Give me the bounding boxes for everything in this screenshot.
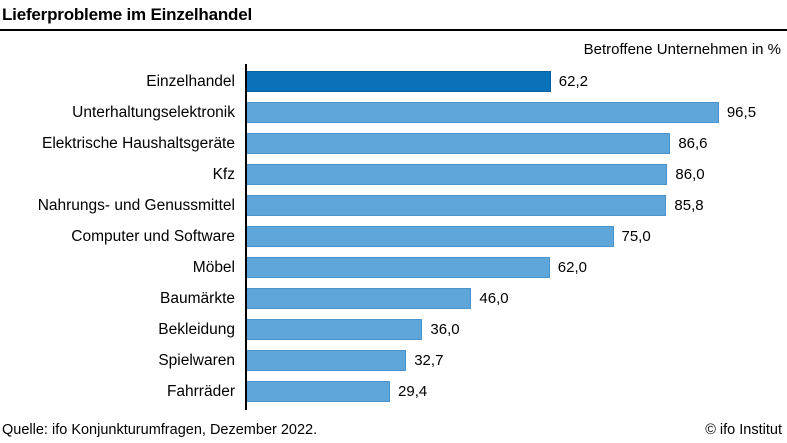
- chart-row: Spielwaren 32,7: [0, 345, 787, 376]
- bar: [246, 195, 667, 216]
- category-label: Unterhaltungselektronik: [72, 103, 235, 121]
- bar: [246, 381, 391, 402]
- category-label: Möbel: [192, 258, 235, 276]
- bar: [246, 102, 719, 123]
- value-label: 32,7: [414, 352, 444, 369]
- chart-row: Computer und Software 75,0: [0, 221, 787, 252]
- value-label: 36,0: [430, 321, 460, 338]
- category-label: Spielwaren: [158, 351, 235, 369]
- bar: [246, 319, 423, 340]
- bar-area: 32,7: [245, 345, 787, 376]
- bar: [246, 71, 551, 92]
- chart-row: Elektrische Haushaltsgeräte 86,6: [0, 128, 787, 159]
- chart-footer: Quelle: ifo Konjunkturumfragen, Dezember…: [2, 421, 782, 439]
- category-label: Fahrräder: [166, 382, 235, 400]
- bar-area: 62,0: [245, 252, 787, 283]
- value-label: 46,0: [479, 290, 509, 307]
- value-label: 62,0: [557, 259, 587, 276]
- value-label: 29,4: [398, 383, 428, 400]
- bar: [246, 164, 668, 185]
- bar-area: 86,0: [245, 159, 787, 190]
- value-label: 96,5: [726, 104, 757, 121]
- bar-area: 85,8: [245, 190, 787, 221]
- bar-area: 86,6: [245, 128, 787, 159]
- bar: [246, 288, 472, 309]
- category-label: Computer und Software: [71, 227, 235, 245]
- bar-area: 96,5: [245, 97, 787, 128]
- chart-row: Fahrräder 29,4: [0, 376, 787, 407]
- value-label: 86,0: [675, 166, 705, 183]
- bar-area: 36,0: [245, 314, 787, 345]
- chart-row: Unterhaltungselektronik 96,5: [0, 97, 787, 128]
- chart-row: Baumärkte 46,0: [0, 283, 787, 314]
- bar: [246, 350, 407, 371]
- source-note: Quelle: ifo Konjunkturumfragen, Dezember…: [2, 422, 318, 438]
- chart-rows: Einzelhandel 62,2 Unterhaltungselektroni…: [0, 66, 787, 407]
- value-label: 85,8: [674, 197, 704, 214]
- bar-area: 75,0: [245, 221, 787, 252]
- bar-area: 62,2: [245, 66, 787, 97]
- value-label: 75,0: [621, 228, 651, 245]
- chart-subtitle: Betroffene Unternehmen in %: [583, 41, 781, 58]
- category-label: Einzelhandel: [146, 72, 235, 90]
- chart-row: Einzelhandel 62,2: [0, 66, 787, 97]
- category-label: Elektrische Haushaltsgeräte: [42, 134, 235, 152]
- copyright-note: © ifo Institut: [705, 422, 782, 438]
- chart-row: Nahrungs- und Genussmittel 85,8: [0, 190, 787, 221]
- y-axis-line: [245, 64, 247, 410]
- category-label: Bekleidung: [158, 320, 235, 338]
- chart-header: Lieferprobleme im Einzelhandel: [0, 0, 787, 31]
- bar-area: 46,0: [245, 283, 787, 314]
- category-label: Kfz: [212, 165, 235, 183]
- bar-chart: Einzelhandel 62,2 Unterhaltungselektroni…: [0, 64, 787, 410]
- category-label: Baumärkte: [160, 289, 235, 307]
- value-label: 86,6: [678, 135, 708, 152]
- value-label: 62,2: [558, 73, 588, 90]
- chart-row: Bekleidung 36,0: [0, 314, 787, 345]
- page-title: Lieferprobleme im Einzelhandel: [2, 5, 253, 24]
- bar: [246, 257, 550, 278]
- bar: [246, 226, 614, 247]
- bar-area: 29,4: [245, 376, 787, 407]
- category-label: Nahrungs- und Genussmittel: [37, 196, 235, 214]
- bar: [246, 133, 671, 154]
- chart-row: Kfz 86,0: [0, 159, 787, 190]
- chart-row: Möbel 62,0: [0, 252, 787, 283]
